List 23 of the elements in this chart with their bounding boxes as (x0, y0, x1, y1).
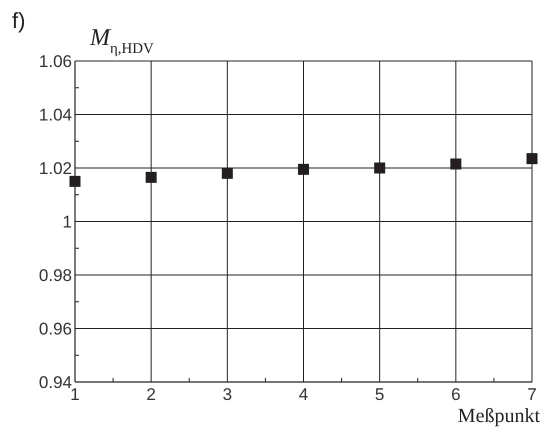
point (146, 172, 157, 183)
point (222, 168, 233, 179)
x-tick-label: 6 (451, 385, 461, 404)
point (374, 162, 386, 174)
y-tick-label: 1.06 (38, 52, 72, 71)
point (70, 176, 80, 187)
y-tick-label: 1.04 (38, 106, 72, 124)
y-tick-label: 0.98 (38, 266, 72, 285)
x-tick-label: 2 (146, 385, 156, 404)
y-tick-label: 1 (62, 212, 72, 232)
y-tick-label: 1.02 (38, 159, 72, 178)
x-tick-label: 5 (374, 385, 384, 404)
x-tick-label: 3 (222, 385, 232, 404)
point (526, 153, 538, 164)
point (450, 158, 462, 170)
x-axis-title: Meßpunkt (458, 405, 540, 427)
y-axis-title: M$_{η,HDV}$ (89, 25, 154, 57)
x-tick-label: 4 (298, 385, 308, 404)
point (298, 164, 309, 175)
y-tick-label: 0.96 (38, 320, 72, 338)
x-tick-label: 7 (527, 385, 537, 404)
y-tick-label: 0.94 (38, 373, 72, 392)
chart-title: f) (12, 8, 26, 33)
